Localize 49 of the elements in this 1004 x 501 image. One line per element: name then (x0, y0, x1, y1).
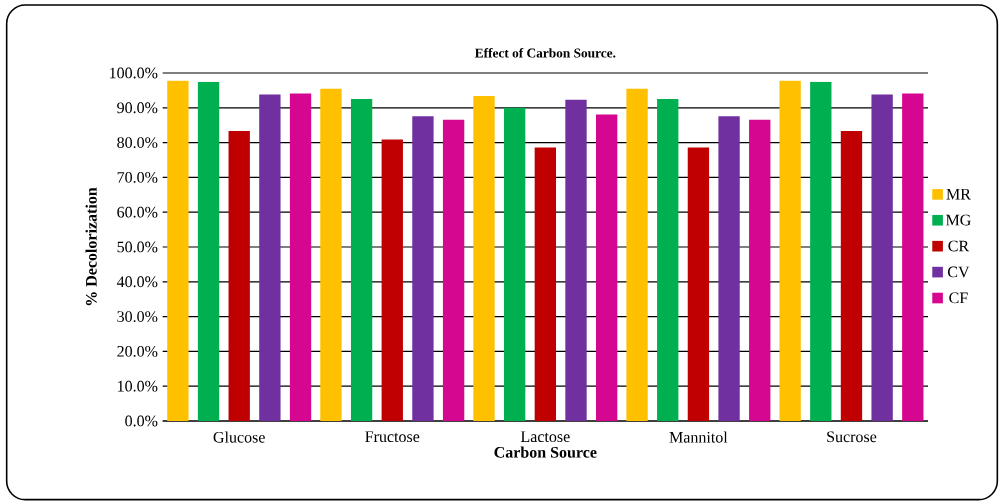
bar (596, 114, 618, 421)
y-tick-label: 90.0% (117, 102, 158, 114)
legend-label: CR (948, 240, 970, 252)
y-tick-label: 30.0% (117, 311, 158, 323)
bar (902, 93, 924, 421)
bar (197, 81, 220, 421)
bar (289, 93, 312, 421)
bar (320, 88, 342, 421)
y-tick-label: 60.0% (117, 206, 158, 218)
bar (565, 99, 587, 421)
x-tick-label: Mannitol (669, 431, 728, 443)
bar (657, 99, 679, 421)
bar (167, 80, 189, 421)
y-tick-label: 10.0% (118, 380, 158, 392)
bar (381, 139, 403, 421)
bar (718, 116, 740, 421)
bar (749, 119, 771, 421)
y-tick-label: 70.0% (117, 171, 158, 183)
bar (350, 99, 373, 421)
legend-label: MR (946, 188, 971, 200)
y-tick-label: 0.0% (125, 415, 158, 427)
x-tick-label: Sucrose (827, 431, 877, 443)
legend-label: MG (946, 214, 971, 226)
legend-label: CV (947, 266, 970, 278)
y-tick-label: 50.0% (117, 241, 158, 253)
x-tick-label: Glucose (213, 431, 265, 443)
bar (534, 147, 556, 421)
bar (779, 80, 801, 421)
bar (442, 119, 465, 421)
y-tick-label: 40.0% (116, 276, 158, 288)
legend-label: CF (949, 292, 968, 304)
bar (871, 94, 893, 421)
bar (412, 116, 434, 421)
x-axis-title: Carbon Source (494, 446, 597, 458)
bar (228, 131, 250, 421)
bar (687, 147, 710, 421)
bar (626, 88, 648, 421)
x-tick-label: Lactose (520, 431, 570, 443)
bar (473, 95, 495, 421)
y-tick-label: 80.0% (117, 137, 158, 149)
bar (259, 94, 281, 421)
y-tick-label: 100.0% (110, 67, 158, 79)
y-axis-title: % Decolorization (85, 187, 97, 306)
bar (810, 81, 832, 421)
chart-title: Effect of Carbon Source. (474, 48, 616, 58)
bar (840, 131, 863, 421)
y-tick-label: 20.0% (117, 345, 158, 357)
x-tick-label: Fructose (365, 431, 420, 443)
bar (504, 107, 526, 421)
